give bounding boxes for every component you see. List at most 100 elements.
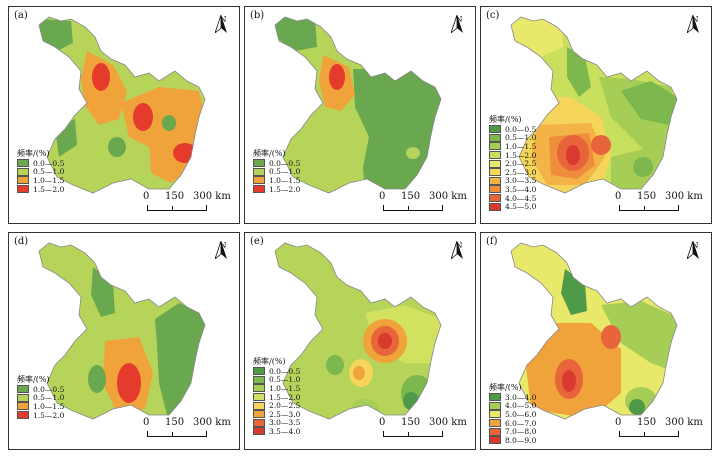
legend-range: 5.0—6.0 — [505, 409, 537, 419]
legend: 频率/(%) 0.0—0.5 0.5—1.0 1.0—1.5 1.5—2.0 2… — [489, 115, 536, 211]
scale-label: 300 km — [665, 191, 703, 202]
legend-swatch — [489, 125, 501, 134]
north-label: N — [219, 15, 227, 24]
legend: 频率/(%) 0.0—0.5 0.5—1.0 1.0—1.5 1.5—2.0 — [253, 149, 301, 194]
legend-item: 1.5—2.0 — [253, 185, 300, 194]
legend-range: 0.5—1.0 — [505, 133, 537, 143]
legend-swatch — [17, 176, 29, 185]
legend-range: 0.0—0.5 — [505, 124, 537, 134]
legend-swatch — [489, 142, 501, 151]
legend-swatch — [253, 176, 265, 185]
legend-swatch — [489, 393, 501, 402]
legend-swatch — [489, 151, 501, 160]
legend-item: 0.0—0.5 — [253, 159, 300, 168]
scale-label: 300 km — [665, 417, 703, 428]
north-arrow: N — [451, 15, 467, 33]
north-label: N — [691, 241, 699, 250]
legend-range: 1.0—1.5 — [505, 141, 537, 151]
legend-item: 0.0—0.5 — [489, 125, 536, 134]
north-arrow: N — [687, 15, 703, 33]
legend-range: 0.0—0.5 — [33, 384, 65, 394]
scale-line — [147, 431, 207, 437]
legend-range: 2.5—3.0 — [269, 409, 301, 419]
legend-item: 2.5—3.0 — [253, 410, 300, 419]
legend-range: 4.5—5.0 — [505, 202, 537, 212]
legend-range: 4.0—4.5 — [505, 193, 537, 203]
north-arrow: N — [687, 241, 703, 259]
map-panel-e: (e) N 频率/(%) 0.0—0.5 0.5—1.0 1.0—1.5 1.5… — [244, 232, 476, 450]
legend-swatch — [489, 401, 501, 410]
legend-swatch — [489, 185, 501, 194]
north-label: N — [691, 15, 699, 24]
legend-item: 1.5—2.0 — [17, 185, 64, 194]
legend: 频率/(%) 0.0—0.5 0.5—1.0 1.0—1.5 1.5—2.0 2… — [253, 357, 300, 436]
legend-range: 7.0—8.0 — [505, 427, 537, 437]
legend-swatch — [17, 185, 29, 194]
north-label: N — [455, 241, 463, 250]
north-label: N — [219, 241, 227, 250]
map-panel-c: (c) N 频率/(%) 0.0—0.5 0.5—1.0 1.0—1.5 1.5… — [480, 6, 712, 224]
legend-range: 1.5—2.0 — [269, 392, 301, 402]
north-arrow-icon — [687, 241, 699, 259]
panel-label: (a) — [14, 10, 28, 21]
legend-range: 0.5—1.0 — [269, 167, 301, 177]
legend-range: 3.0—4.0 — [505, 392, 537, 402]
legend-item: 0.0—0.5 — [17, 159, 64, 168]
scale-label: 300 km — [193, 417, 231, 428]
legend-item: 1.0—1.5 — [253, 384, 300, 393]
scale-line — [619, 205, 679, 211]
legend-item: 0.5—1.0 — [253, 375, 301, 385]
scale-label: 150 — [165, 417, 185, 428]
legend-item: 1.0—1.5 — [253, 176, 300, 185]
legend-item: 2.5—3.0 — [489, 168, 536, 177]
scale-tick — [408, 206, 409, 211]
legend: 频率/(%) 3.0—4.0 4.0—5.0 5.0—6.0 6.0—7.0 7… — [489, 383, 536, 445]
legend-range: 4.0—5.0 — [505, 401, 537, 411]
legend-swatch — [253, 185, 265, 194]
scale-label: 300 km — [429, 191, 467, 202]
north-arrow: N — [215, 15, 231, 33]
north-arrow-icon — [451, 241, 463, 259]
scale-label: 0 — [143, 191, 150, 202]
legend-item: 1.5—2.0 — [489, 151, 536, 160]
legend-range: 1.0—1.5 — [269, 383, 301, 393]
north-arrow-icon — [215, 241, 227, 259]
legend-swatch — [489, 202, 501, 211]
legend-item: 4.0—5.0 — [489, 401, 537, 411]
legend-range: 0.5—1.0 — [269, 375, 301, 385]
legend-range: 8.0—9.0 — [505, 435, 537, 445]
legend-range: 6.0—7.0 — [505, 418, 537, 428]
legend-item: 3.5—4.0 — [253, 427, 300, 436]
legend-range: 2.0—2.5 — [269, 401, 301, 411]
legend-range: 0.5—1.0 — [33, 167, 65, 177]
legend-range: 3.5—4.0 — [269, 426, 301, 436]
legend-swatch — [489, 176, 501, 185]
legend-item: 3.0—3.5 — [489, 176, 536, 185]
legend-swatch — [253, 410, 265, 419]
legend-item: 0.5—1.0 — [253, 167, 301, 177]
legend-title: 频率/(%) — [253, 149, 286, 158]
panel-label: (f) — [486, 236, 498, 247]
legend-range: 1.0—1.5 — [269, 175, 301, 185]
legend-item: 0.5—1.0 — [17, 393, 64, 402]
scale-tick — [172, 432, 173, 437]
scale-bar: 0 150 300 km — [143, 191, 231, 217]
legend-item: 1.5—2.0 — [253, 393, 300, 402]
legend-item: 0.5—1.0 — [17, 167, 65, 177]
panel-label: (b) — [250, 10, 265, 21]
legend-swatch — [489, 427, 501, 436]
legend-item: 6.0—7.0 — [489, 419, 536, 428]
north-arrow-icon — [215, 15, 227, 33]
panel-label: (d) — [14, 236, 29, 247]
legend-item: 3.5—4.0 — [489, 185, 536, 194]
scale-label: 150 — [165, 191, 185, 202]
panel-label: (e) — [250, 236, 264, 247]
scale-line — [383, 205, 443, 211]
legend-swatch — [489, 436, 501, 445]
legend-range: 1.5—2.0 — [269, 184, 301, 194]
legend-item: 0.0—0.5 — [253, 367, 300, 376]
scale-bar: 0 150 300 km — [615, 191, 703, 217]
north-arrow-icon — [451, 15, 463, 33]
legend-item: 0.5—1.0 — [489, 133, 537, 143]
legend-swatch — [253, 384, 265, 393]
